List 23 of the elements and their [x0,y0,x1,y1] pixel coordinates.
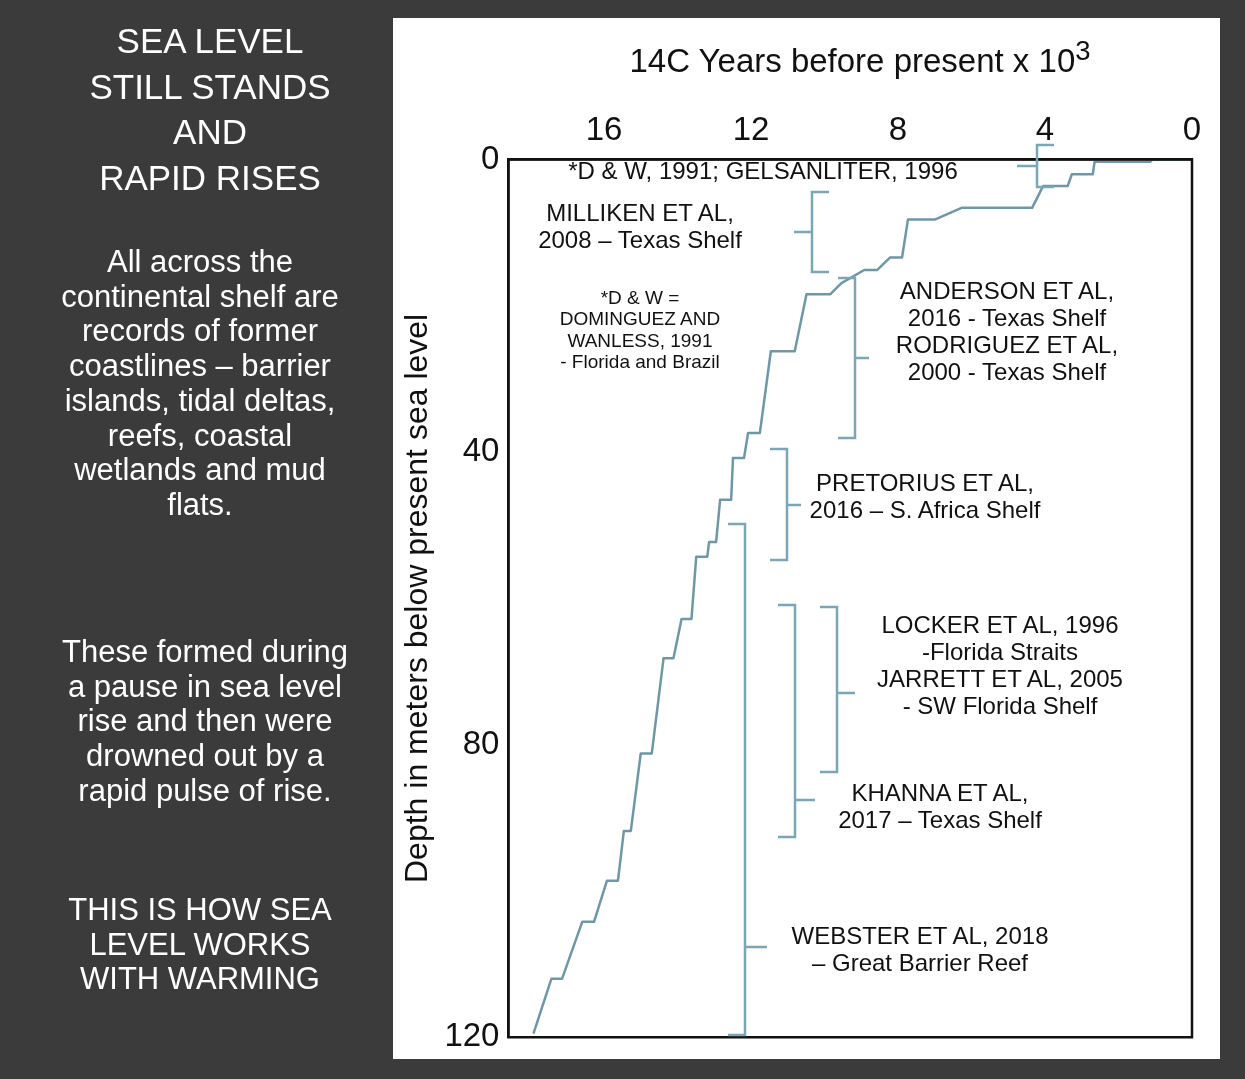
x-tick-label: 8 [888,109,908,147]
x-tick-label: 16 [585,109,623,147]
x-axis-title: 14C Years before present x 10$^{3}$ [628,35,1092,80]
x-tick-label: 0 [1182,109,1202,147]
annotation: WEBSTER ET AL, 2018 – Great Barrier Reef [790,922,1050,977]
text: THIS IS HOW SEA LEVEL WORKS WITH WARMING [67,892,333,998]
text: All across the continental shelf are records of former coastlines – barrier islands, tidal deltas, reefs, coastal wetlands and mud flats. [60,244,340,523]
annotation: *D & W = DOMINGUEZ AND WANLESS, 1991 - Florida and Brazil [558,287,722,373]
text: SEA LEVEL STILL STANDS AND RAPID RISES [88,20,332,199]
annotation: KHANNA ET AL, 2017 – Texas Shelf [837,779,1043,834]
x-tick-label: 12 [732,109,770,147]
y-tick-label: 0 [481,138,500,176]
y-tick-label: 120 [444,1016,500,1054]
text: These formed during a pause in sea level rise and then were drowned out by a rapid pulse of rise. [60,634,349,809]
annotation: LOCKER ET AL, 1996 -Florida Straits JARRETT ET AL, 2005 - SW Florida Shelf [876,611,1124,720]
annotation: *D & W, 1991; GELSANLITER, 1996 [567,157,959,185]
annotation: PRETORIUS ET AL, 2016 – S. Africa Shelf [808,469,1042,524]
x-tick-label: 4 [1035,109,1055,147]
annotation: MILLIKEN ET AL, 2008 – Texas Shelf [537,199,743,254]
y-axis-title: Depth in meters below present sea level [398,313,435,883]
y-tick-label: 80 [462,723,500,761]
y-tick-label: 40 [462,431,500,469]
annotation: ANDERSON ET AL, 2016 - Texas Shelf RODRIGUEZ ET AL, 2000 - Texas Shelf [894,277,1120,386]
